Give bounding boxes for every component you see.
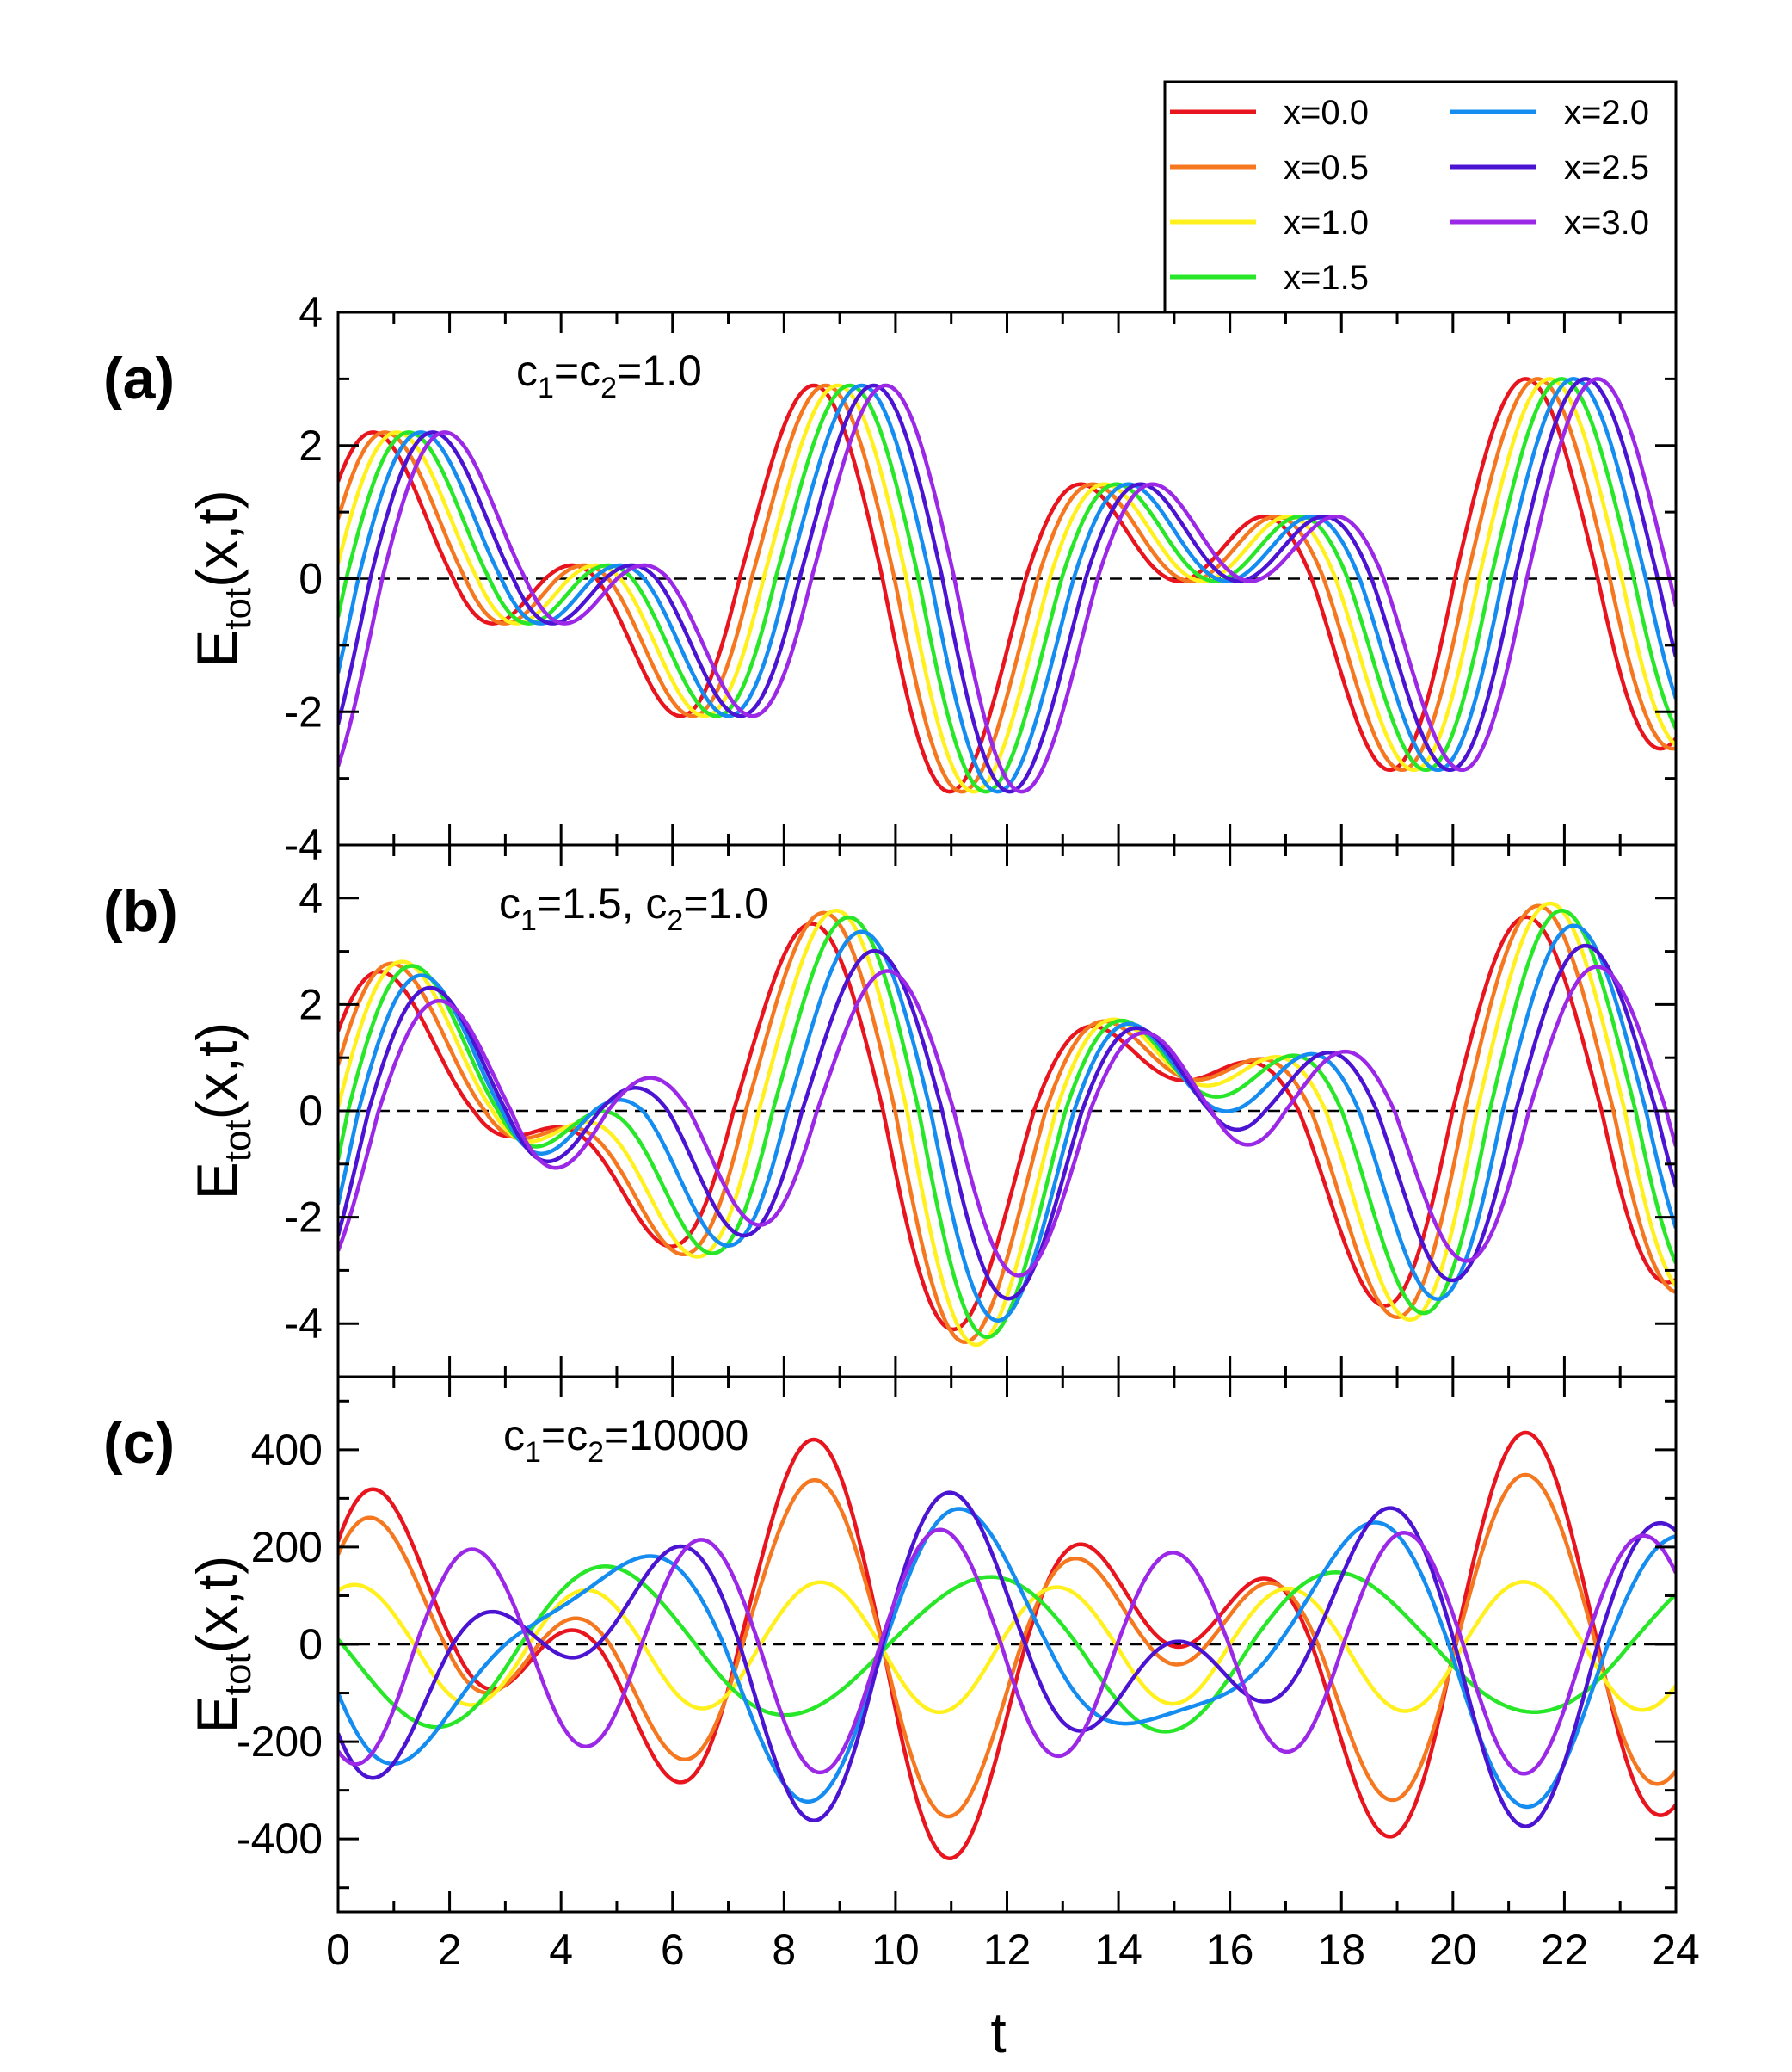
param-text: =c — [554, 347, 600, 395]
y-axis-label: Etot(x,t) — [185, 490, 259, 668]
y-tick-label: 0 — [299, 1620, 323, 1668]
panel-label: (b) — [103, 879, 178, 944]
y-tick-label: -4 — [285, 1299, 323, 1347]
series-line-x=3.0 — [338, 965, 1676, 1278]
y-axis-label: Etot(x,t) — [185, 1022, 259, 1200]
param-label: c1=c2=10000 — [503, 1411, 748, 1469]
x-tick-label: 12 — [983, 1926, 1031, 1974]
param-text: =c — [541, 1411, 588, 1459]
x-tick-label: 24 — [1652, 1926, 1700, 1974]
param-subscript: 2 — [588, 1436, 604, 1469]
y-axis-label-sub: tot — [217, 1653, 259, 1695]
param-label: c1=1.5, c2=1.0 — [499, 879, 768, 937]
y-axis-label-sub: tot — [217, 588, 259, 630]
param-text: c — [503, 1411, 525, 1459]
series-line-x=1.0 — [338, 901, 1676, 1347]
param-text: =1.5, c — [537, 879, 668, 928]
y-tick-label: 4 — [299, 874, 323, 922]
series-line-x=1.0 — [338, 377, 1676, 794]
legend-label: x=3.0 — [1564, 204, 1649, 242]
y-tick-label: 0 — [299, 1087, 323, 1135]
series-line-x=0.0 — [338, 377, 1676, 794]
x-tick-label: 6 — [661, 1926, 685, 1974]
y-tick-label: 2 — [299, 980, 323, 1028]
legend-label: x=1.5 — [1284, 259, 1369, 297]
param-subscript: 1 — [520, 904, 537, 937]
y-axis-label-rest: (x,t) — [185, 1022, 249, 1120]
y-tick-label: 200 — [251, 1523, 323, 1571]
series-line-x=3.0 — [338, 377, 1676, 794]
y-axis-label: Etot(x,t) — [185, 1556, 259, 1734]
legend-label: x=0.5 — [1284, 149, 1369, 187]
y-tick-label: 0 — [299, 555, 323, 603]
param-subscript: 2 — [667, 904, 683, 937]
series-line-x=0.5 — [338, 377, 1676, 794]
x-axis-label: t — [990, 2001, 1006, 2064]
y-tick-label: -4 — [285, 821, 323, 869]
y-tick-label: 400 — [251, 1426, 323, 1474]
x-tick-label: 18 — [1317, 1926, 1365, 1974]
y-tick-label: -2 — [285, 688, 323, 736]
series-line-x=2.5 — [338, 1490, 1676, 1828]
x-tick-label: 10 — [871, 1926, 920, 1974]
y-axis-label-rest: (x,t) — [185, 490, 249, 588]
series-line-x=1.5 — [338, 377, 1676, 794]
legend-label: x=1.0 — [1284, 204, 1369, 242]
series-line-x=2.0 — [338, 377, 1676, 794]
param-label: c1=c2=1.0 — [516, 347, 702, 404]
y-axis-label-rest: (x,t) — [185, 1556, 249, 1654]
legend: x=0.0 x=0.5 x=1.0 x=1.5 x=2.0 x=2.5 x=3.0 — [1163, 80, 1678, 314]
x-axis: 0 2 4 6 8 10 12 14 16 18 20 22 24t — [326, 1926, 1700, 2064]
y-tick-label: 4 — [299, 288, 323, 336]
panel-label: (a) — [103, 346, 175, 411]
x-tick-label: 8 — [772, 1926, 796, 1974]
series-line-x=3.0 — [338, 1527, 1676, 1776]
y-tick-label: -2 — [285, 1193, 323, 1242]
y-axis-label-sub: tot — [217, 1119, 259, 1162]
y-axis-label-main: E — [185, 1695, 249, 1733]
legend-label: x=2.5 — [1564, 149, 1649, 187]
param-subscript: 1 — [538, 372, 554, 404]
param-subscript: 1 — [525, 1436, 541, 1469]
series-line-x=2.5 — [338, 943, 1676, 1301]
y-tick-label: -400 — [237, 1815, 323, 1863]
param-subscript: 2 — [600, 372, 617, 404]
x-tick-label: 22 — [1541, 1926, 1589, 1974]
y-axis-label-main: E — [185, 630, 249, 668]
x-tick-label: 16 — [1206, 1926, 1254, 1974]
series-line-x=2.0 — [338, 923, 1676, 1323]
param-text: c — [516, 347, 538, 395]
param-text: c — [499, 879, 520, 928]
series-line-x=2.0 — [338, 1507, 1676, 1810]
x-tick-label: 14 — [1094, 1926, 1142, 1974]
legend-box — [1163, 80, 1678, 314]
legend-label: x=2.0 — [1564, 94, 1649, 132]
x-tick-label: 20 — [1429, 1926, 1477, 1974]
y-axis-label-main: E — [185, 1162, 249, 1199]
series-line-x=1.5 — [338, 1564, 1676, 1734]
x-tick-label: 2 — [438, 1926, 462, 1974]
series-line-x=0.5 — [338, 1472, 1676, 1819]
param-text: =10000 — [604, 1411, 748, 1459]
param-text: =1.0 — [617, 347, 702, 395]
x-tick-label: 4 — [549, 1926, 573, 1974]
param-text: =1.0 — [683, 879, 768, 928]
panel-label: (c) — [103, 1410, 175, 1476]
panel-c: -400 -200 0 200 400 (c) c1=c2=10000 Etot(x,t) — [103, 1375, 1678, 1914]
y-tick-label: 2 — [299, 422, 323, 470]
x-tick-label: 0 — [326, 1926, 350, 1974]
legend-label: x=0.0 — [1284, 94, 1369, 132]
y-tick-label: -200 — [237, 1717, 323, 1766]
